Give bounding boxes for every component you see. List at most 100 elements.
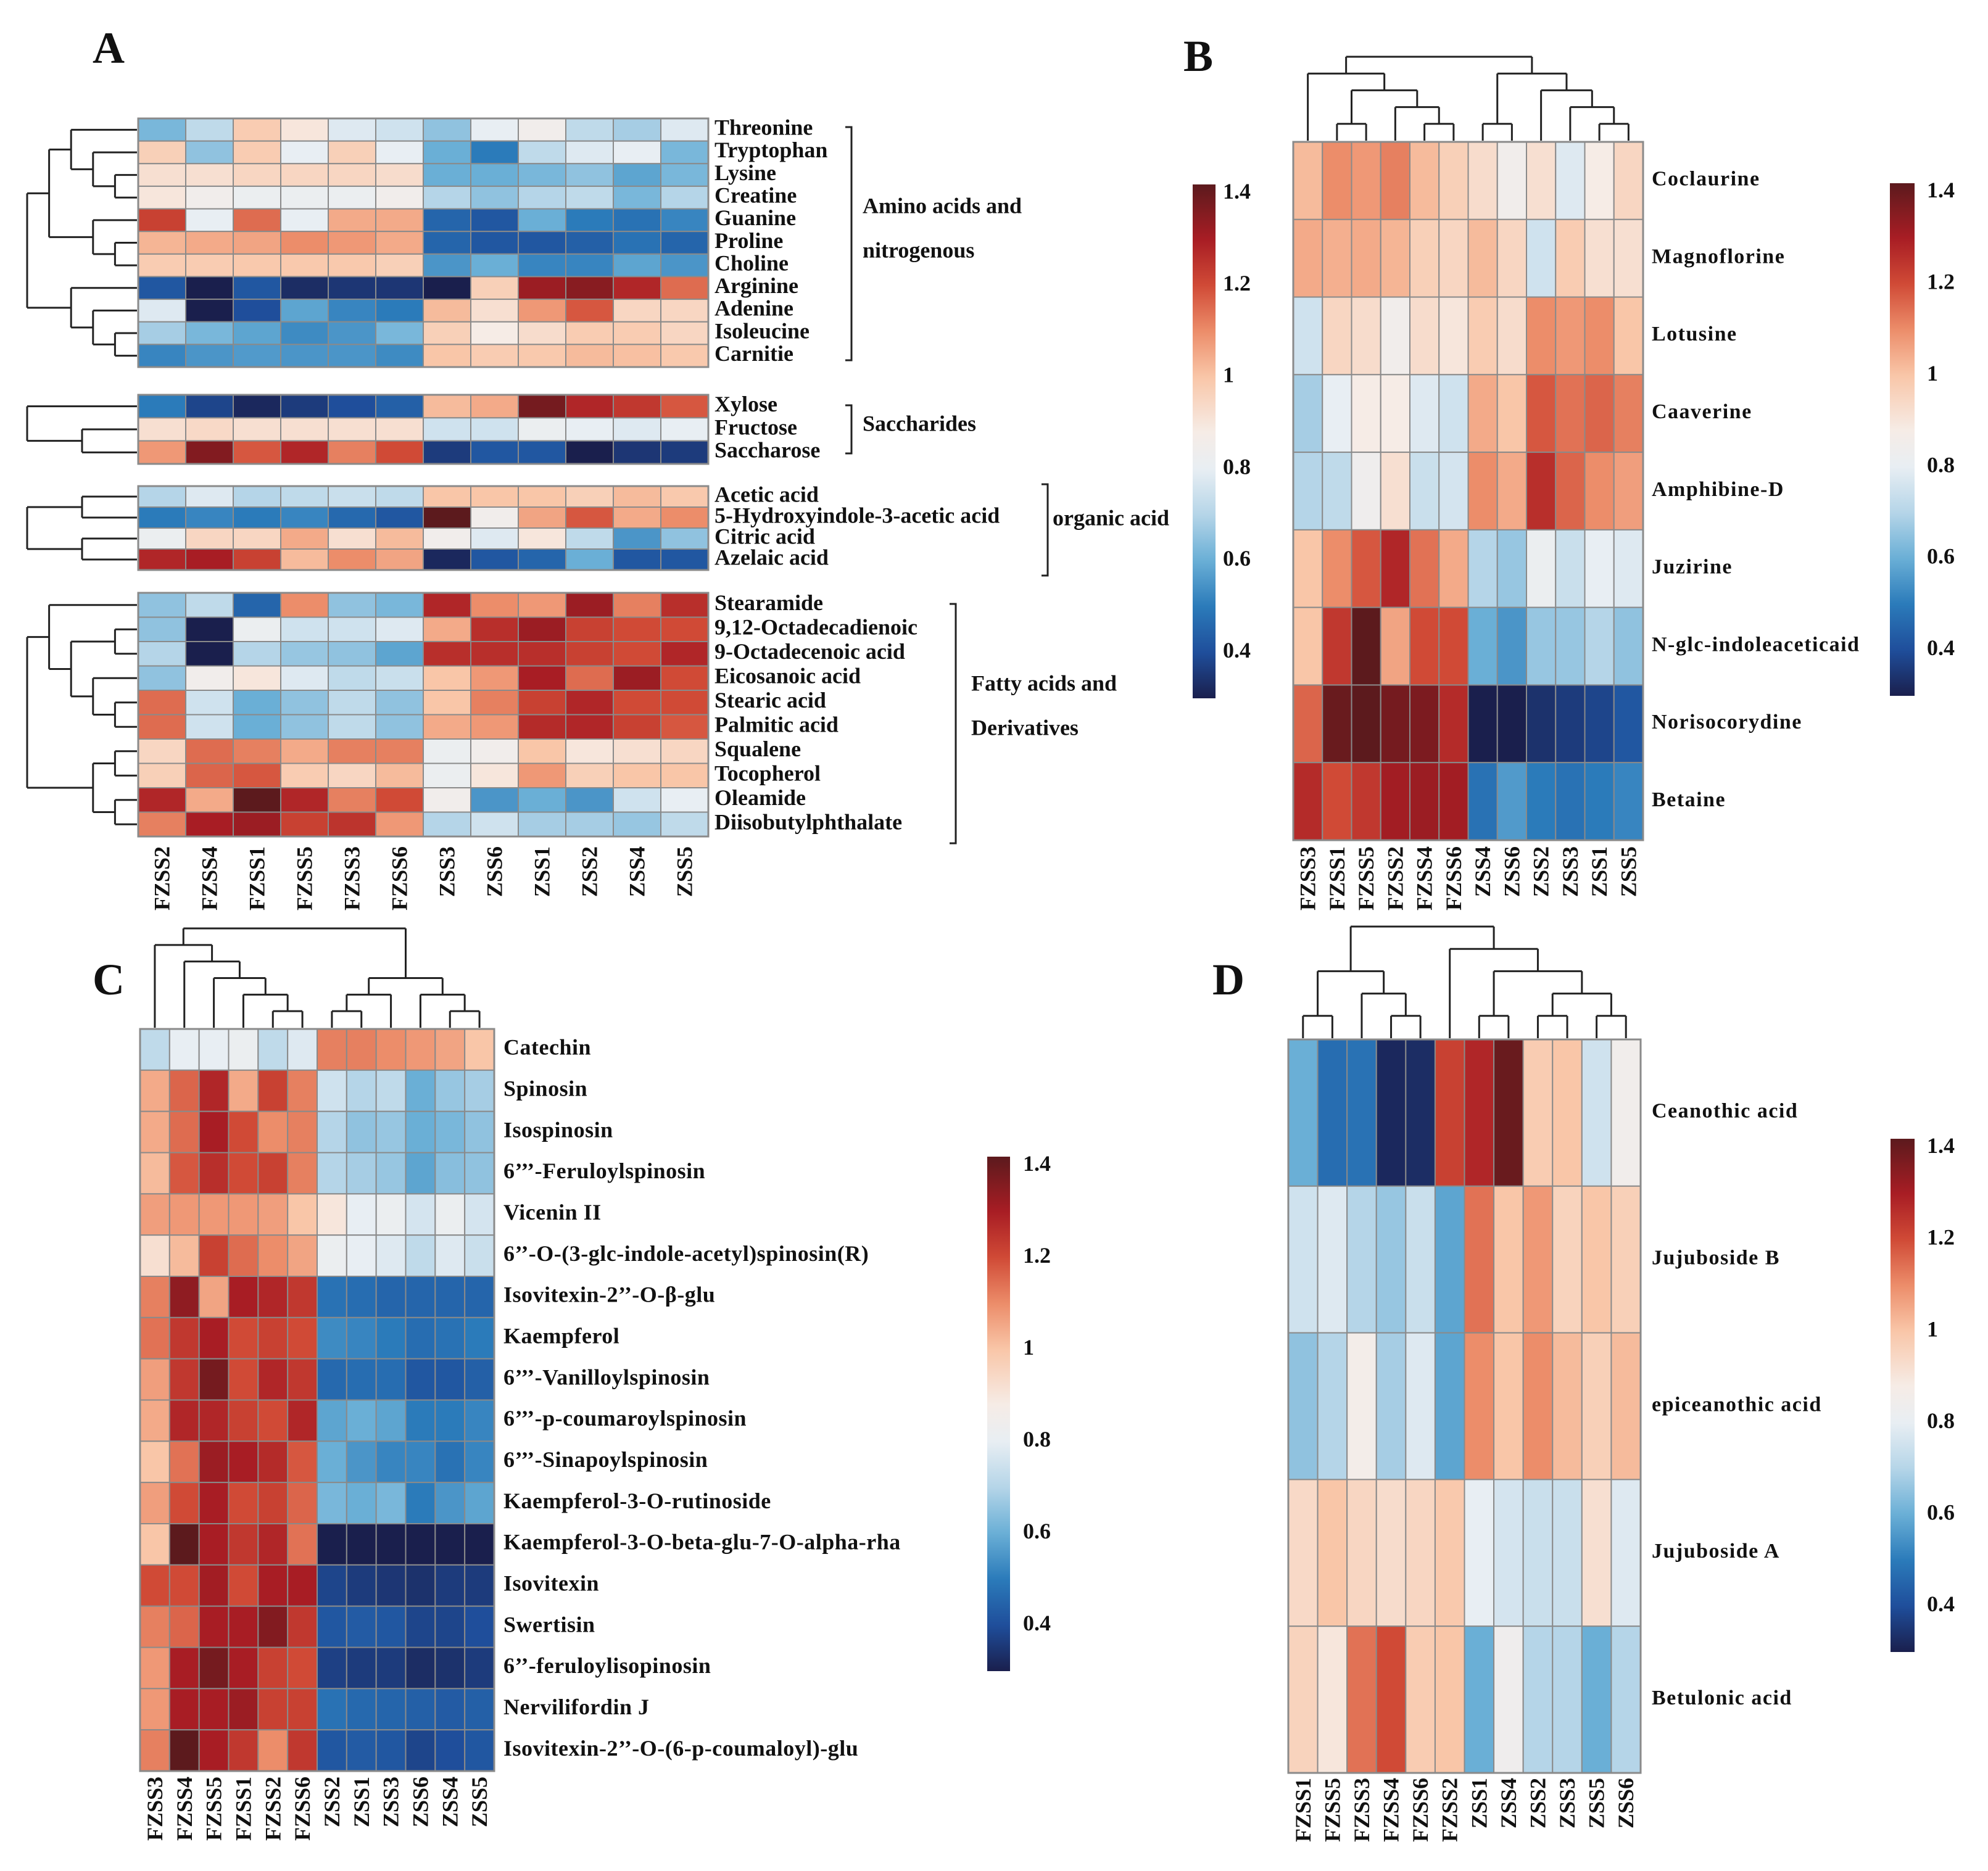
heatmap-cell	[470, 592, 519, 618]
heatmap-cell	[1322, 529, 1352, 608]
heatmap-cell	[518, 665, 566, 691]
heatmap-cell	[375, 485, 424, 508]
column-label: ZSS4	[1470, 846, 1495, 897]
heatmap-cell	[1496, 606, 1527, 686]
heatmap-cell	[280, 714, 329, 740]
heatmap-cell	[1293, 762, 1323, 841]
heatmap-cell	[280, 208, 329, 233]
heatmap-cell	[257, 1152, 289, 1195]
heatmap-cell	[228, 1152, 259, 1195]
heatmap-cell	[405, 1152, 436, 1195]
colorbar-tick-label: 0.6	[1927, 1500, 1955, 1524]
heatmap-cell	[464, 1482, 495, 1525]
heatmap-cell	[1464, 1625, 1495, 1774]
heatmap-cell	[1409, 452, 1440, 531]
heatmap-cell	[317, 1482, 347, 1525]
row-label: Eicosanoic acid	[714, 664, 861, 688]
heatmap-row	[138, 738, 709, 764]
heatmap-cell	[470, 616, 519, 642]
heatmap-cell	[423, 485, 471, 508]
heatmap-cell	[317, 1069, 347, 1112]
heatmap-cell	[317, 1234, 347, 1277]
heatmap-cell	[138, 344, 186, 368]
column-label: FZSS1	[1325, 846, 1349, 911]
heatmap-cell	[233, 485, 281, 508]
heatmap-cell	[518, 762, 566, 788]
row-label: N-glc-indoleaceticaid	[1652, 633, 1860, 656]
column-label: ZSS2	[1525, 1778, 1550, 1828]
heatmap-cell	[198, 1234, 230, 1277]
heatmap-cell	[1464, 1332, 1495, 1481]
heatmap-cell	[1552, 1039, 1583, 1187]
heatmap-cell	[139, 1152, 170, 1195]
heatmap-cell	[1496, 529, 1527, 608]
heatmap-cell	[328, 185, 376, 210]
row-label: Choline	[714, 250, 789, 275]
heatmap-cell	[138, 762, 186, 788]
heatmap-cell	[185, 527, 234, 550]
heatmap-cell	[375, 1646, 407, 1690]
heatmap-cell	[1584, 529, 1615, 608]
row-label: Vicenin II	[503, 1200, 602, 1225]
heatmap-cell	[328, 163, 376, 187]
heatmap-cell	[613, 811, 661, 837]
heatmap-cell	[434, 1729, 466, 1772]
row-label: 6’’’-Sinapoylspinosin	[503, 1447, 708, 1472]
heatmap-cell	[233, 417, 281, 442]
row-label: Palmitic acid	[714, 712, 839, 737]
column-label: FZSS3	[143, 1777, 167, 1841]
heatmap-cell	[375, 1482, 407, 1525]
heatmap-cell	[1409, 762, 1440, 841]
colorbar-tick-label: 1.4	[1023, 1151, 1051, 1176]
heatmap-cell	[613, 118, 661, 142]
heatmap-cell	[470, 548, 519, 571]
heatmap-cell	[1584, 218, 1615, 298]
column-label: ZSS6	[408, 1777, 433, 1827]
heatmap-cell	[405, 1028, 436, 1071]
heatmap-cell	[185, 417, 234, 442]
heatmap-cell	[257, 1069, 289, 1112]
panel-label: B	[1183, 31, 1213, 81]
heatmap-cell	[434, 1523, 466, 1566]
heatmap-cell	[233, 276, 281, 300]
heatmap-cell	[168, 1399, 200, 1442]
group-label: Saccharides	[863, 411, 976, 436]
colorbar-tick-label: 0.6	[1223, 546, 1251, 571]
heatmap-cell	[423, 253, 471, 278]
heatmap-cell	[233, 163, 281, 187]
heatmap-cell	[168, 1152, 200, 1195]
heatmap-cell	[280, 140, 329, 165]
heatmap-cell	[470, 811, 519, 837]
heatmap-cell	[1496, 452, 1527, 531]
heatmap-row	[139, 1110, 495, 1154]
heatmap-cell	[185, 394, 234, 419]
heatmap-cell	[1409, 141, 1440, 220]
heatmap-cell	[1526, 218, 1557, 298]
heatmap-cell	[1438, 684, 1469, 764]
heatmap-cell	[139, 1729, 170, 1772]
heatmap-cell	[464, 1399, 495, 1442]
row-label: Carnitie	[714, 341, 793, 366]
heatmap-cell	[1552, 1332, 1583, 1481]
heatmap-cell	[375, 1523, 407, 1566]
heatmap-cell	[198, 1152, 230, 1195]
heatmap-cell	[198, 1069, 230, 1112]
column-label: FZSS6	[387, 846, 412, 911]
row-label: Tocopherol	[714, 761, 821, 786]
heatmap-row	[1293, 141, 1644, 220]
heatmap-frame	[139, 1028, 495, 1772]
column-labels: FZSS1 FZSS5 FZSS3 FZSS4 FZSS6 FZSS2 ZSS1 ZSS4 ZS…	[1291, 1778, 1638, 1842]
heatmap-row	[1293, 529, 1644, 608]
column-label: ZSS4	[437, 1777, 462, 1827]
heatmap-cell	[1409, 374, 1440, 453]
heatmap-cell	[518, 321, 566, 345]
heatmap-cell	[1288, 1039, 1319, 1187]
heatmap-cell	[346, 1028, 377, 1071]
heatmap-cell	[405, 1482, 436, 1525]
heatmap-cell	[138, 738, 186, 764]
heatmap-cell	[138, 616, 186, 642]
heatmap-cell	[423, 665, 471, 691]
heatmap-cell	[138, 163, 186, 187]
heatmap-cell	[328, 811, 376, 837]
